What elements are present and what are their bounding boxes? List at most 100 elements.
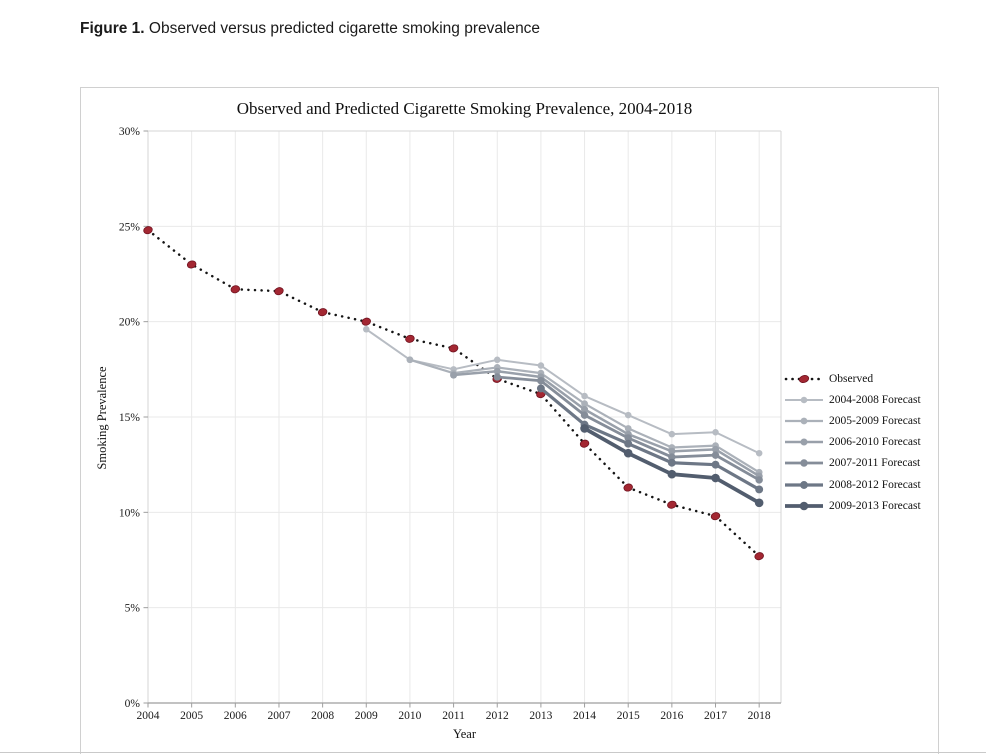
figure-caption-prefix: Figure 1. [80,20,145,37]
legend: Observed 2004-2008 Forecast 2005-2009 Fore… [784,368,921,516]
legend-label: 2009-2013 Forecast [829,499,921,512]
y-tick-label: 5% [125,603,141,615]
data-point-marker [754,498,764,508]
data-point-marker [668,430,676,438]
series-line [365,328,760,455]
series-line [146,228,761,558]
legend-item-2008-2012-forecast: 2008-2012 Forecast [784,474,921,495]
y-tick-label: 15% [119,412,141,424]
chart-title: Observed and Predicted Cigarette Smoking… [236,99,693,118]
data-point-marker [711,451,720,459]
data-point-marker [361,317,371,326]
legend-item-2006-2010-forecast: 2006-2010 Forecast [784,432,921,453]
legend-marker-2008-2012-forecast [785,480,823,489]
data-point-marker [537,362,545,369]
legend-marker-dot [798,374,810,383]
series-line [539,387,760,491]
y-tick-label: 0% [125,698,141,710]
legend-label: 2004-2008 Forecast [829,393,921,406]
data-point-marker [186,260,197,269]
y-tick-label: 10% [119,507,141,519]
y-axis-title: Smoking Prevalence [95,366,109,470]
data-point-marker [406,356,414,364]
data-point-marker [493,373,501,381]
data-point-marker [230,285,241,294]
legend-label: 2005-2009 Forecast [829,414,921,427]
data-point-marker [668,447,676,455]
y-tick-label: 20% [119,317,141,329]
legend-label: 2007-2011 Forecast [829,457,921,470]
data-point-marker [755,449,763,457]
legend-marker-2009-2013-forecast [785,501,823,511]
data-point-marker [668,453,676,461]
figure-caption-text: Observed versus predicted cigarette smok… [144,20,541,37]
data-point-marker [712,428,719,436]
series-2009-2013-forecast [580,424,764,508]
data-point-marker [755,476,763,484]
legend-marker-dot [800,480,808,489]
data-point-marker [363,326,370,333]
x-tick-label: 2004 [137,710,160,722]
data-point-marker [580,411,589,419]
legend-marker-dot [800,417,808,425]
data-point-marker [623,448,633,458]
data-point-marker [754,552,764,561]
x-tick-label: 2006 [224,710,247,722]
data-point-marker [448,344,459,353]
legend-item-observed: Observed [784,368,921,389]
legend-marker-2007-2011-forecast [785,459,823,468]
legend-marker-dot [800,396,808,404]
data-point-marker [317,308,328,317]
data-point-marker [450,371,458,379]
data-point-marker [624,411,632,419]
data-point-marker [711,460,720,469]
data-point-marker [493,356,501,364]
x-tick-label: 2017 [704,710,727,722]
data-point-marker [274,287,284,296]
x-tick-label: 2007 [267,710,290,722]
x-tick-label: 2012 [486,710,509,722]
data-point-marker [623,483,633,492]
data-point-marker [710,512,721,521]
legend-marker-2006-2010-forecast [785,438,823,446]
legend-marker-2004-2008-forecast [785,396,823,404]
y-tick-label: 30% [119,126,141,138]
legend-marker-dot [800,459,808,468]
series-2007-2011-forecast [493,373,763,484]
legend-marker-observed [784,374,824,383]
x-tick-label: 2011 [442,710,465,722]
data-point-marker [536,384,545,393]
x-axis-title: Year [452,727,477,741]
data-point-marker [755,485,764,494]
legend-item-2005-2009-forecast: 2005-2009 Forecast [784,410,921,431]
y-tick-label: 25% [119,221,141,233]
data-point-marker [581,400,588,408]
legend-label: 2008-2012 Forecast [829,478,921,491]
legend-item-2004-2008-forecast: 2004-2008 Forecast [784,389,921,410]
legend-marker-dot [800,438,808,446]
data-point-marker [143,226,153,235]
data-point-marker [579,439,590,448]
x-tick-label: 2016 [660,710,683,722]
series-observed [143,226,764,561]
legend-marker-2005-2009-forecast [785,417,823,425]
data-point-marker [667,500,677,509]
tick-labels: 0% 5% 10% 15% 20% 25% 30% 2004 2005 2006 2007 2008 2… [119,126,771,722]
data-point-marker [711,445,720,453]
x-tick-label: 2013 [529,710,552,722]
series-2006-2010-forecast [450,367,763,480]
data-point-marker [624,425,632,432]
data-point-marker [667,458,676,467]
legend-marker-dot [799,501,809,511]
figure-caption: Figure 1. Observed versus predicted ciga… [80,20,940,38]
x-tick-label: 2014 [573,710,596,722]
page-bottom-edge [0,752,986,753]
legend-label: Observed [829,372,874,385]
x-tick-label: 2009 [355,710,378,722]
chart-container: Observed and Predicted Cigarette Smoking… [80,87,939,754]
data-point-marker [624,434,632,442]
x-tick-label: 2008 [311,710,334,722]
data-point-marker [711,473,720,483]
data-point-marker [537,377,545,385]
